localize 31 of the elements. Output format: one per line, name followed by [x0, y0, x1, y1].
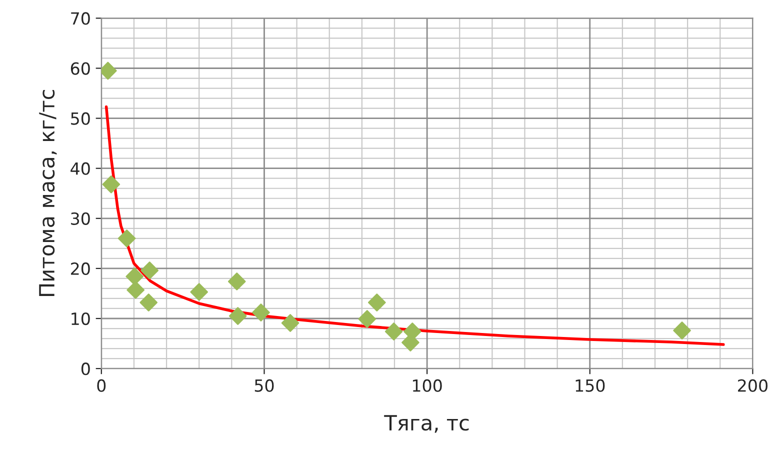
- y-tick-label: 10: [72, 312, 90, 326]
- point: [126, 268, 144, 286]
- line-series: [104, 105, 725, 346]
- y-tick-label: 70: [71, 12, 90, 25]
- y-tick-label: 40: [70, 162, 90, 175]
- y-tick-label: 20: [70, 262, 90, 276]
- x-tick-label: 100: [412, 379, 442, 392]
- point: [190, 283, 208, 301]
- y-tick-label: 30: [71, 212, 90, 225]
- point: [228, 272, 246, 290]
- point: [118, 230, 136, 248]
- y-tick-label: 0: [81, 362, 90, 376]
- point: [673, 322, 691, 340]
- point: [384, 322, 403, 340]
- y-tick-label: 50: [71, 112, 90, 125]
- x-axis-title: Тяга, тс: [384, 415, 469, 433]
- point: [126, 281, 145, 299]
- x-tick-label: 50: [254, 379, 274, 392]
- x-tick-label: 200: [738, 379, 768, 392]
- point: [252, 304, 270, 322]
- y-tick-label: 60: [70, 62, 90, 75]
- point: [228, 307, 247, 325]
- point: [358, 310, 376, 328]
- x-tick-label: 150: [576, 379, 605, 392]
- y-axis-title: Питома маса, кг/тс: [39, 90, 57, 296]
- point: [102, 175, 120, 194]
- point: [140, 262, 159, 280]
- x-tick-label: 0: [97, 379, 106, 392]
- point: [281, 314, 300, 332]
- point: [140, 294, 158, 312]
- point: [368, 294, 386, 312]
